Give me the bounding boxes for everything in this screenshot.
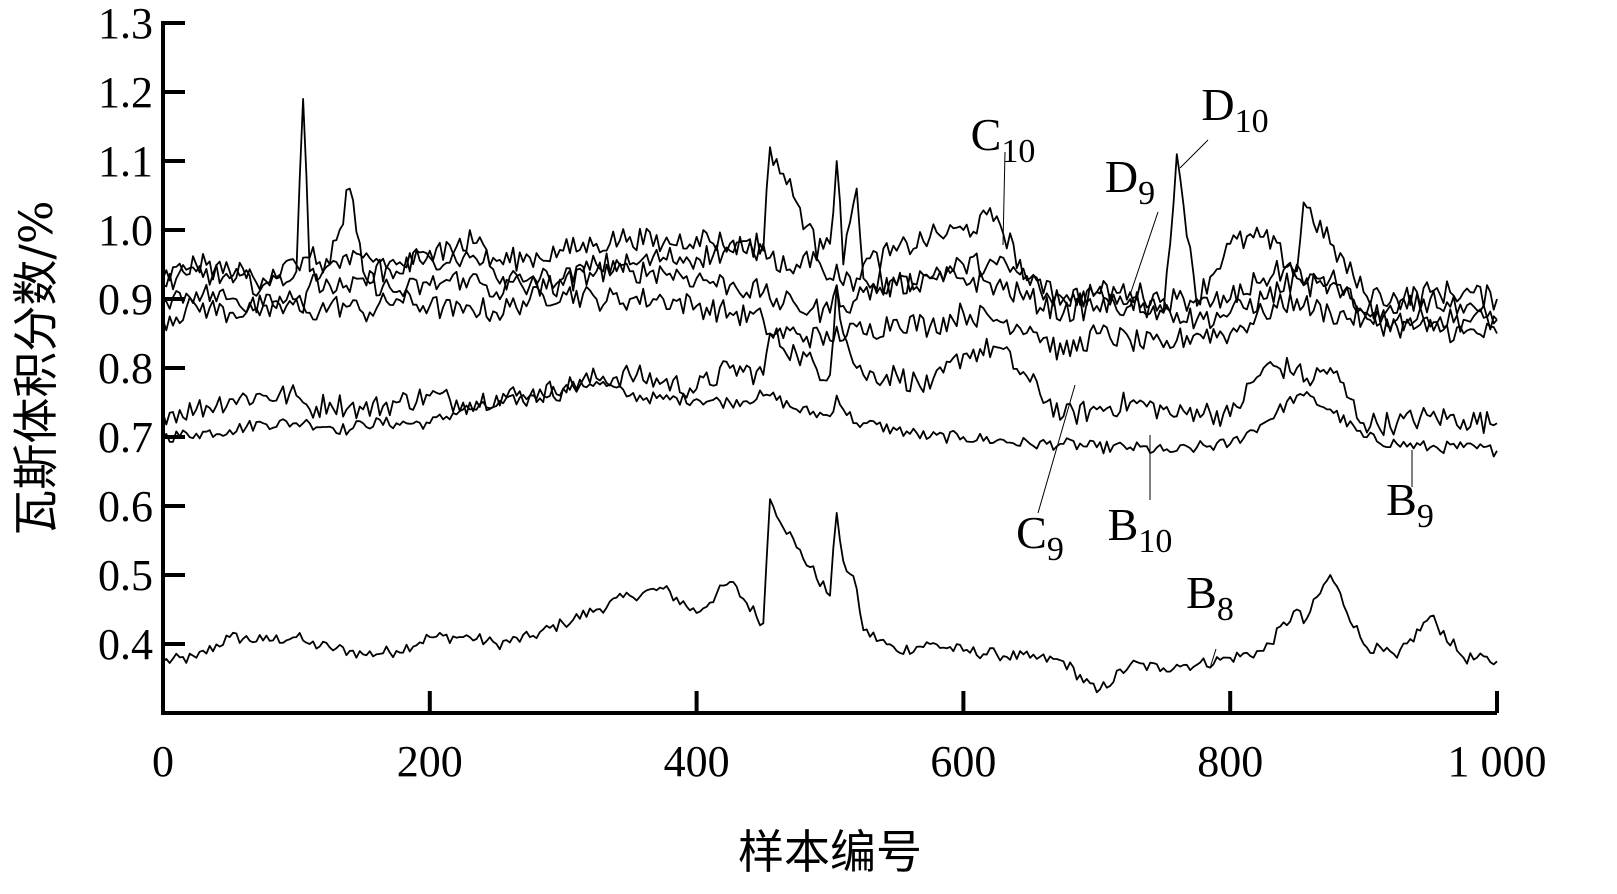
y-tick-label: 1.1 bbox=[98, 137, 153, 186]
y-tick-label: 1.2 bbox=[98, 68, 153, 117]
y-tick-label: 0.6 bbox=[98, 482, 153, 531]
leader-line-c10 bbox=[1002, 151, 1006, 246]
series-line-b9 bbox=[162, 378, 1498, 458]
series-label-d10: D10 bbox=[1201, 79, 1268, 140]
tick-labels: 0.4 0.5 0.6 0.7 0.8 0.9 1.0 1.1 1.2 1.3 0 200 400 600… bbox=[98, 0, 1547, 786]
x-tick-label: 0 bbox=[152, 737, 174, 786]
leader-line-c9 bbox=[1037, 384, 1076, 514]
series-line-c9 bbox=[162, 285, 1498, 361]
series-label-b10: B10 bbox=[1108, 499, 1173, 560]
plot-lines bbox=[162, 98, 1498, 694]
x-tick-label: 200 bbox=[397, 737, 463, 786]
y-tick-label: 0.7 bbox=[98, 413, 153, 462]
series-line-b8 bbox=[162, 498, 1498, 694]
leader-line-b8 bbox=[1209, 648, 1217, 669]
x-tick-label: 400 bbox=[664, 737, 730, 786]
series-annotations: B8 B9 B10 C9 C10 D9 D10 bbox=[971, 79, 1434, 669]
axes bbox=[161, 21, 1499, 715]
series-line-c10 bbox=[162, 146, 1498, 312]
x-tick-label: 1 000 bbox=[1448, 737, 1547, 786]
series-label-d9: D9 bbox=[1105, 151, 1155, 212]
leader-line-d9 bbox=[1129, 211, 1159, 296]
y-tick-label: 1.0 bbox=[98, 206, 153, 255]
y-axis-title: 瓦斯体积分数/% bbox=[9, 200, 63, 535]
series-line-d10 bbox=[162, 98, 1498, 325]
y-tick-label: 0.4 bbox=[98, 620, 153, 669]
y-tick-label: 0.8 bbox=[98, 344, 153, 393]
y-tick-label: 0.9 bbox=[98, 275, 153, 324]
series-label-b9: B9 bbox=[1386, 474, 1434, 535]
series-line-b10 bbox=[162, 284, 1498, 437]
y-tick-label: 1.3 bbox=[98, 0, 153, 48]
series-label-b8: B8 bbox=[1186, 567, 1234, 628]
leader-line-d10 bbox=[1179, 139, 1209, 169]
x-tick-label: 600 bbox=[930, 737, 996, 786]
series-line-d9 bbox=[162, 252, 1498, 333]
x-tick-label: 800 bbox=[1197, 737, 1263, 786]
series-label-c9: C9 bbox=[1016, 507, 1064, 568]
y-tick-label: 0.5 bbox=[98, 551, 153, 600]
series-label-c10: C10 bbox=[971, 109, 1036, 170]
x-axis-title: 样本编号 bbox=[738, 825, 922, 879]
